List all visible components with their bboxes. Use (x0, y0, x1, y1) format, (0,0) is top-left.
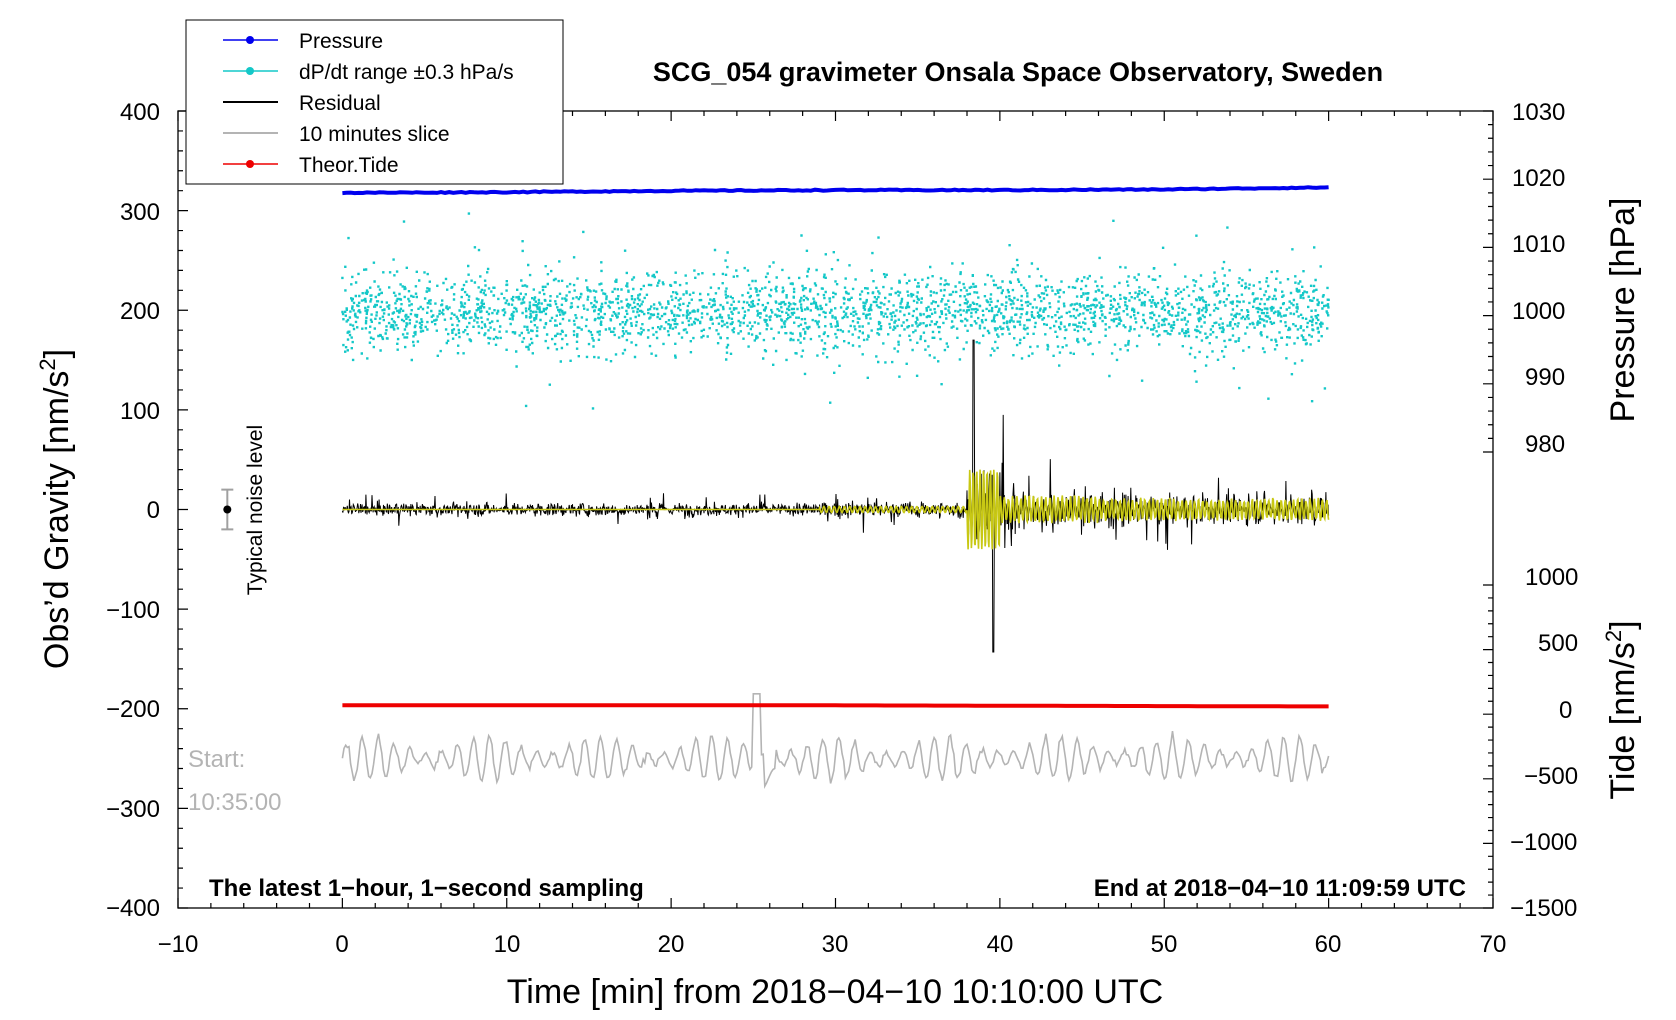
tide-axis-label-close: ] (1604, 620, 1642, 629)
dpdt-scatter-points (341, 212, 1330, 410)
x-tick-labels: −10 0 10 20 30 40 50 60 70 (158, 931, 1507, 958)
tide-axis-label-main: Tide [nm/s (1604, 642, 1642, 799)
y-tick-label: −300 (106, 796, 160, 823)
noise-center-point (223, 505, 232, 514)
legend-label-residual: Residual (299, 92, 381, 115)
y-axis-label-main: Obs’d Gravity [nm/s (38, 371, 76, 670)
tide-tick-label: 1000 (1525, 564, 1578, 591)
pressure-tick-label: 980 (1525, 431, 1565, 458)
tide-tick-label: 0 (1559, 697, 1572, 724)
pressure-tick-label: 1010 (1512, 231, 1565, 258)
y-tick-label: 0 (147, 497, 160, 524)
noise-level-label: Typical noise level (244, 425, 267, 595)
legend-marker-tide (246, 160, 254, 168)
x-axis-label: Time [min] from 2018−04−10 10:10:00 UTC (507, 973, 1163, 1011)
tide-axis-label: Tide [nm/s2] (1601, 620, 1642, 799)
pressure-tick-labels: 1030 1020 1010 1000 990 980 (1512, 99, 1565, 458)
pressure-tick-label: 1030 (1512, 99, 1565, 126)
legend-label-tide: Theor.Tide (299, 154, 399, 177)
y-tick-label: 200 (120, 298, 160, 325)
y-tick-label: −400 (106, 895, 160, 922)
y-axis-label: Obs’d Gravity [nm/s2] (35, 349, 76, 669)
sampling-note: The latest 1−hour, 1−second sampling (209, 875, 644, 902)
x-tick-label: 70 (1480, 931, 1507, 958)
y-tick-label: 100 (120, 398, 160, 425)
legend-marker-pressure (246, 36, 254, 44)
legend-label-slice: 10 minutes slice (299, 123, 450, 146)
slice-start-label: Start: (188, 746, 245, 773)
legend-marker-dpdt (246, 67, 254, 75)
y-tick-label: −200 (106, 696, 160, 723)
pressure-series (342, 185, 1329, 196)
x-tick-label: 30 (822, 931, 849, 958)
legend-label-pressure: Pressure (299, 30, 383, 53)
tide-axis-label-sup: 2 (1601, 630, 1626, 642)
pressure-tick-label: 990 (1525, 364, 1565, 391)
tide-tick-label: −500 (1524, 763, 1578, 790)
tide-tick-label: 500 (1538, 630, 1578, 657)
residual-filtered-line (342, 469, 1330, 550)
x-tick-label: 10 (494, 931, 521, 958)
tide-tick-label: −1000 (1510, 829, 1577, 856)
y-tick-label: −100 (106, 597, 160, 624)
tide-tick-labels: 1000 500 0 −500 −1000 −1500 (1510, 564, 1578, 922)
residual-line (341, 339, 1330, 653)
legend-label-dpdt: dP/dt range ±0.3 hPa/s (299, 61, 514, 84)
slice-start-time: 10:35:00 (188, 789, 281, 816)
pressure-axis-label: Pressure [hPa] (1604, 198, 1642, 423)
ten-minute-slice-series (341, 693, 1330, 789)
legend: Pressure dP/dt range ±0.3 hPa/s Residual… (185, 19, 564, 185)
x-tick-label: −10 (158, 931, 199, 958)
pressure-line (342, 185, 1329, 196)
residual-series (341, 339, 1330, 653)
y-axis-label-sup: 2 (35, 358, 60, 370)
chart-title: SCG_054 gravimeter Onsala Space Observat… (653, 57, 1383, 87)
x-tick-label: 60 (1315, 931, 1342, 958)
y-axis-label-close: ] (38, 349, 76, 358)
y-tick-labels: 400 300 200 100 0 −100 −200 −300 −400 (106, 99, 160, 922)
dpdt-scatter-series (341, 212, 1330, 410)
tide-tick-label: −1500 (1510, 895, 1577, 922)
x-tick-label: 50 (1151, 931, 1178, 958)
pressure-tick-label: 1020 (1512, 165, 1565, 192)
noise-level-bar (221, 488, 234, 531)
y-tick-label: 300 (120, 199, 160, 226)
y-tick-label: 400 (120, 99, 160, 126)
x-tick-label: 20 (658, 931, 685, 958)
end-time-note: End at 2018−04−10 11:09:59 UTC (1094, 875, 1466, 902)
x-tick-label: 0 (335, 931, 348, 958)
pressure-tick-label: 1000 (1512, 298, 1565, 325)
tide-line (342, 703, 1329, 709)
slice-line (341, 693, 1330, 789)
x-tick-label: 40 (987, 931, 1014, 958)
theoretical-tide-series (342, 703, 1329, 709)
